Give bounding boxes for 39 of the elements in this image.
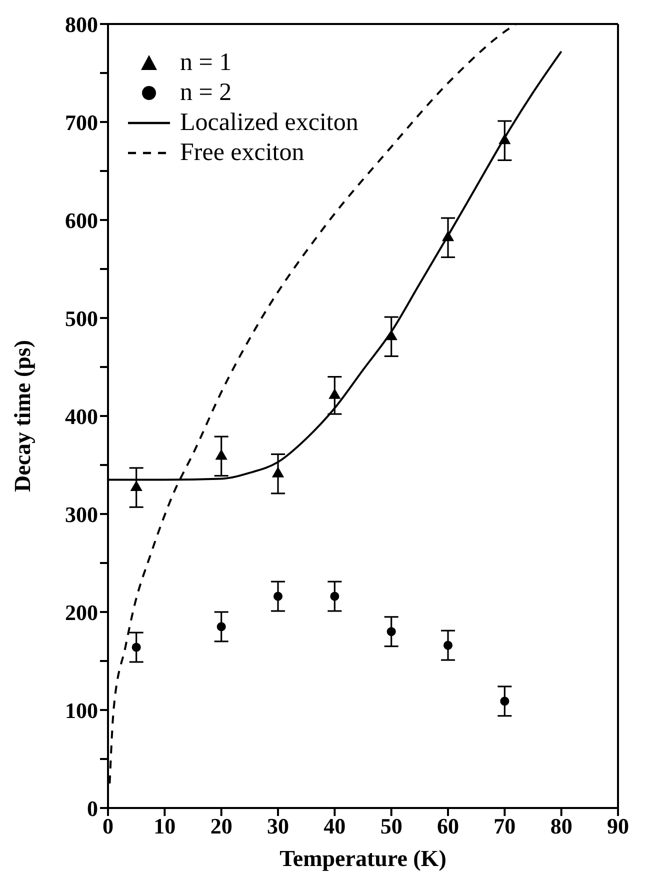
legend-label: Free exciton xyxy=(180,139,304,167)
x-tick-label: 40 xyxy=(324,814,346,839)
point xyxy=(385,330,398,340)
point xyxy=(215,449,228,460)
x-axis-title: Temperature (K) xyxy=(280,846,446,871)
y-tick-label: 200 xyxy=(65,600,98,625)
x-tick-label: 90 xyxy=(607,814,629,839)
point xyxy=(443,640,453,650)
x-tick-label: 20 xyxy=(210,814,232,839)
point xyxy=(498,134,511,144)
x-tick-label: 80 xyxy=(550,814,572,839)
y-tick-label: 700 xyxy=(65,110,98,135)
point xyxy=(500,696,510,706)
point xyxy=(132,642,141,652)
point xyxy=(442,230,454,242)
y-tick-label: 100 xyxy=(65,698,98,723)
point xyxy=(130,480,142,492)
legend-label: n = 1 xyxy=(180,49,232,77)
y-axis-title: Decay time (ps) xyxy=(10,340,36,492)
point xyxy=(216,622,226,632)
legend-label: n = 2 xyxy=(180,79,232,107)
x-tick-label: 30 xyxy=(267,814,289,839)
point xyxy=(386,627,396,636)
x-tick-label: 10 xyxy=(154,814,176,839)
y-tick-label: 400 xyxy=(65,404,98,429)
point xyxy=(273,592,283,601)
x-tick-label: 60 xyxy=(437,814,459,839)
x-tick-label: 50 xyxy=(380,814,402,839)
y-tick-label: 800 xyxy=(65,12,98,37)
y-tick-label: 600 xyxy=(65,208,98,233)
x-tick-label: 0 xyxy=(102,814,114,839)
y-tick-label: 300 xyxy=(65,502,98,527)
y-tick-label: 500 xyxy=(65,306,98,331)
legend-label: Localized exciton xyxy=(180,109,358,137)
point xyxy=(328,388,341,399)
y-tick-label: 0 xyxy=(87,796,98,821)
x-tick-label: 70 xyxy=(494,814,516,839)
point xyxy=(330,592,340,601)
point xyxy=(272,466,284,478)
